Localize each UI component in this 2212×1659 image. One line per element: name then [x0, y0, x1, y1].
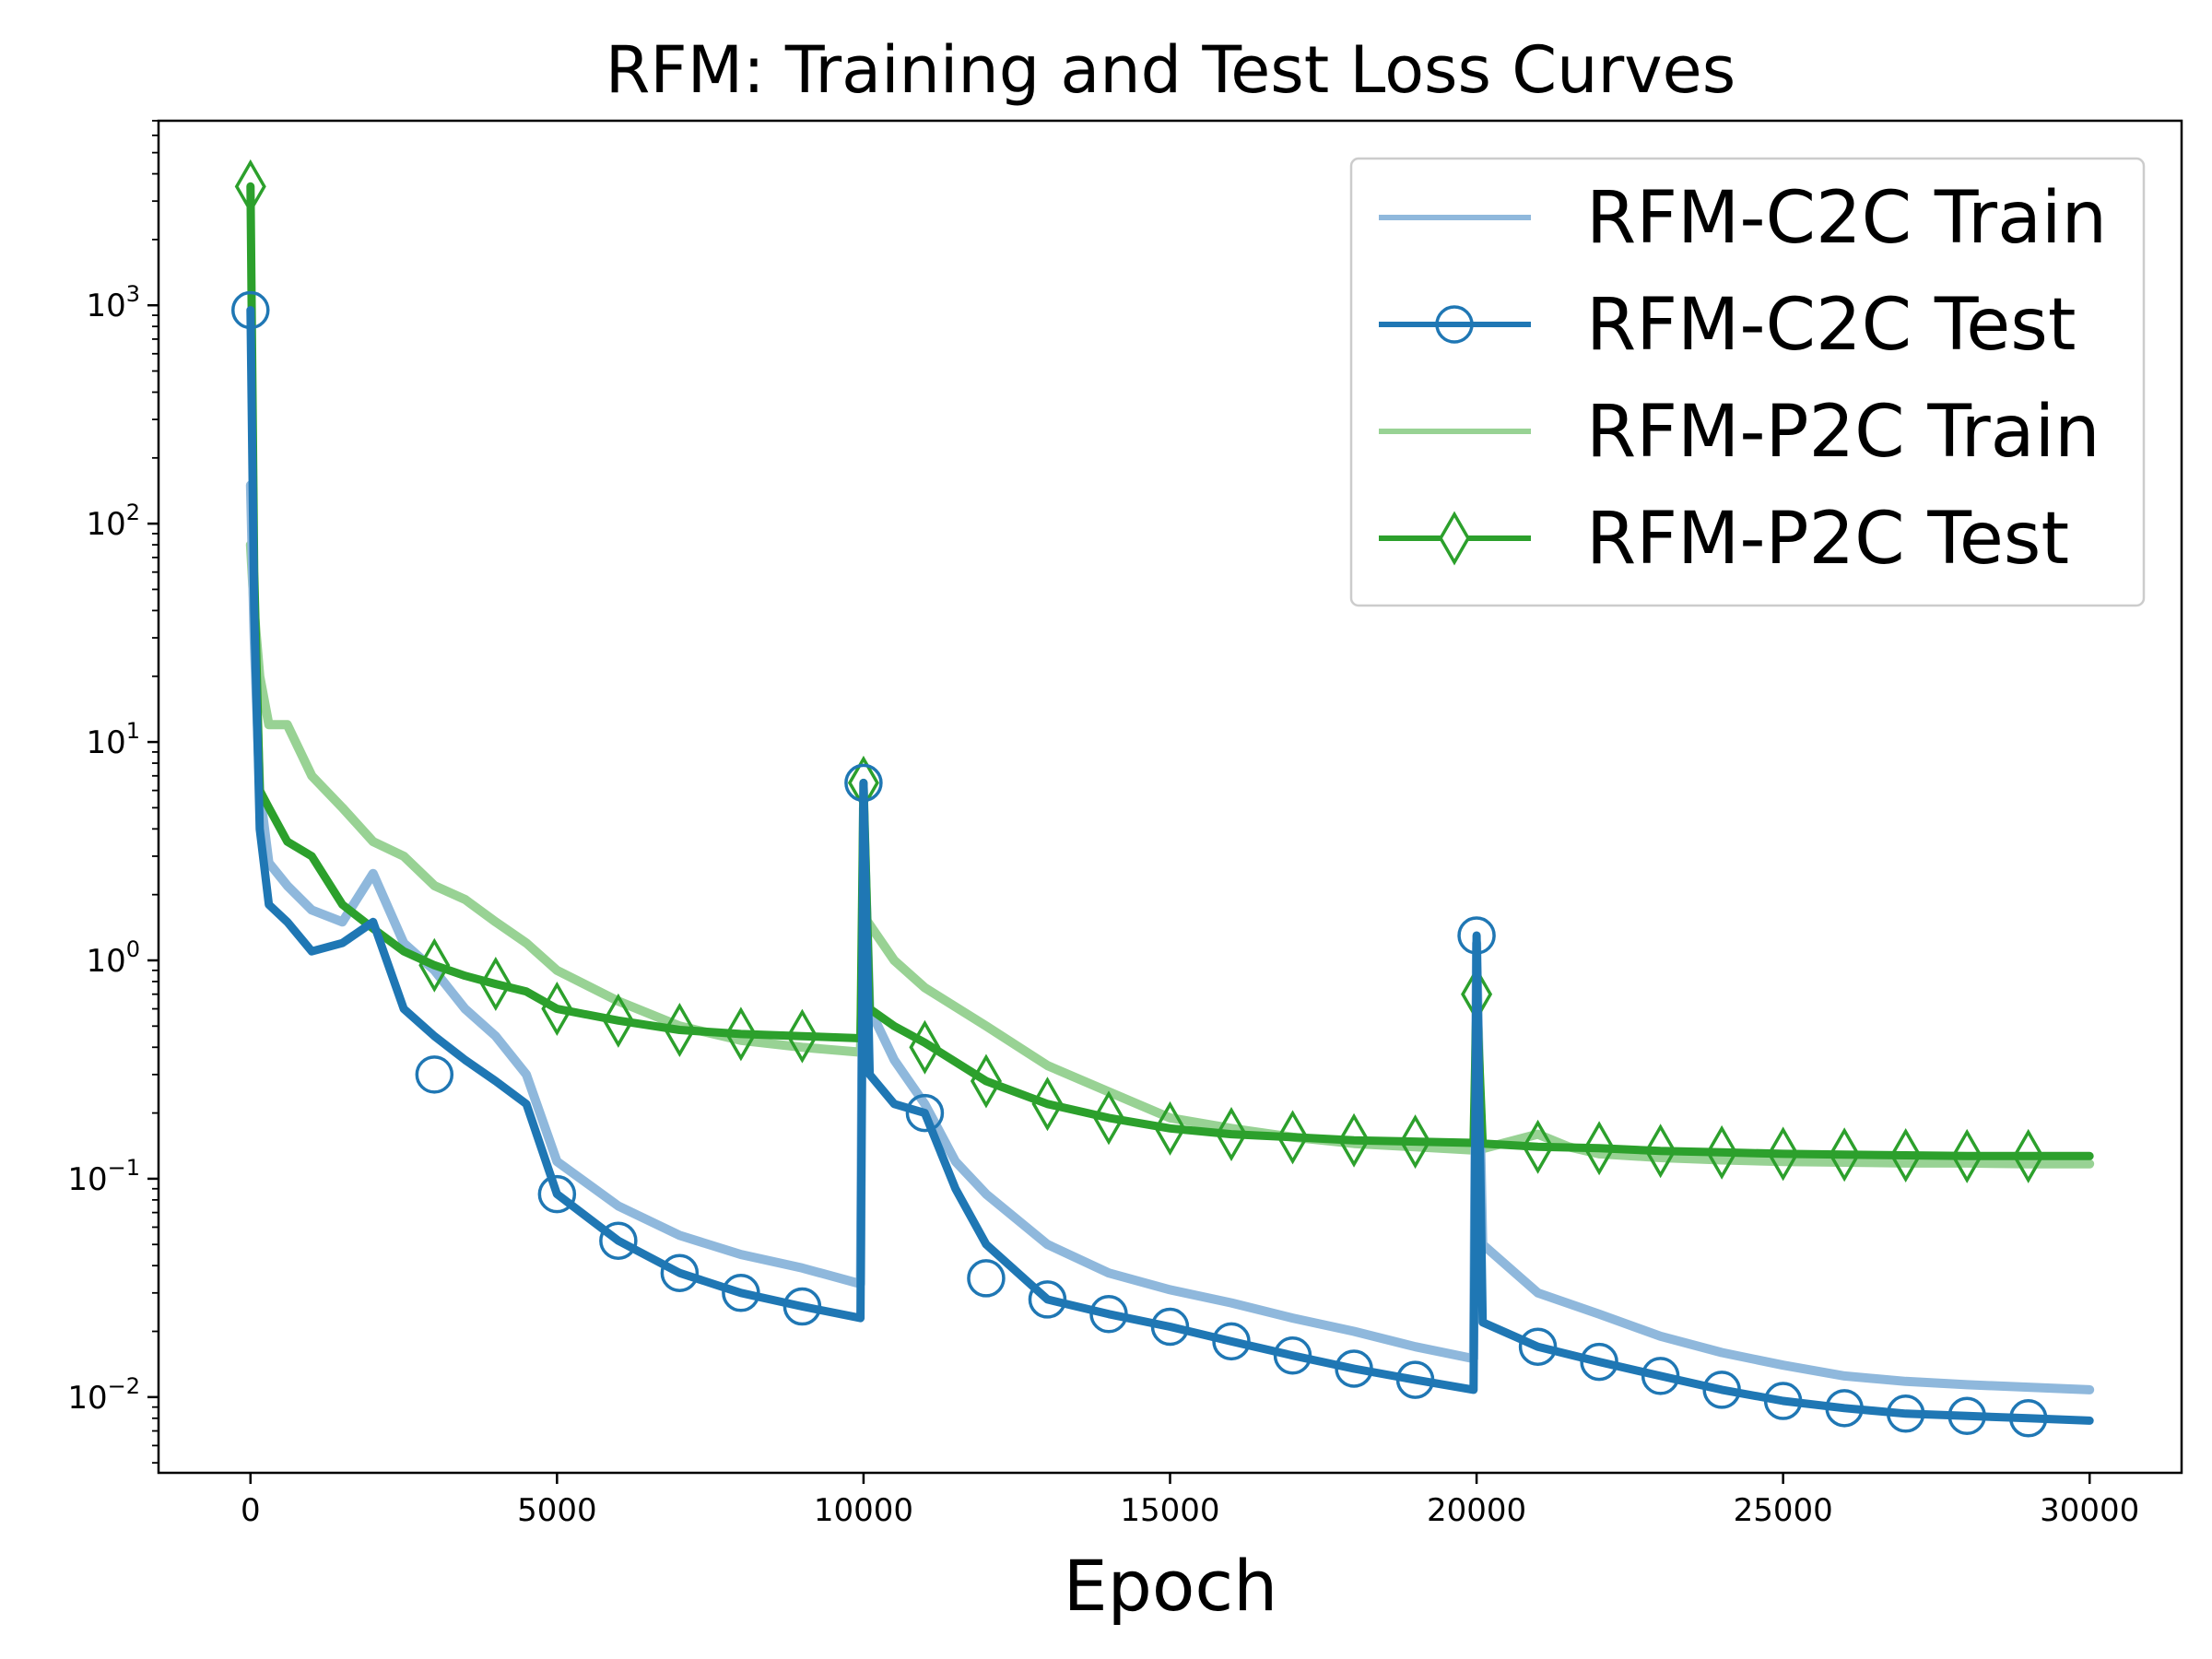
x-axis-label: Epoch [1064, 1545, 1278, 1627]
rfm-c2c-test-marker [1886, 1394, 1925, 1433]
rfm-c2c-test-marker [1518, 1327, 1558, 1366]
rfm-c2c-test-legend-marker [1435, 305, 1474, 344]
rfm-p2c-test-marker [1154, 1100, 1186, 1156]
rfm-c2c-test-marker [415, 1055, 454, 1094]
rfm-p2c-test-marker [1092, 1090, 1125, 1146]
x-tick-label: 15000 [1120, 1492, 1219, 1529]
rfm-p2c-test-marker [664, 1003, 696, 1058]
rfm-p2c-test-marker [418, 937, 451, 993]
x-tick-label: 30000 [2040, 1492, 2139, 1529]
plot-area [231, 159, 2095, 1438]
rfm-c2c-test-line [246, 306, 2094, 1425]
rfm-p2c-test-marker [1951, 1128, 1983, 1183]
rfm-p2c-test-marker [1583, 1121, 1616, 1176]
rfm-p2c-test-marker [1215, 1107, 1248, 1162]
rfm-p2c-test-marker [1399, 1114, 1431, 1170]
rfm-p2c-test-marker [1277, 1110, 1309, 1165]
rfm-p2c-test-marker [724, 1006, 757, 1062]
legend: RFM-C2C Train RFM-C2C Test RFM-P2C Train RF… [1349, 157, 2146, 607]
rfm-p2c-test-marker [1889, 1128, 1922, 1183]
rfm-c2c-test-marker [1089, 1295, 1128, 1334]
chart-title: RFM: Training and Test Loss Curves [606, 32, 1735, 108]
rfm-p2c-test-marker [970, 1053, 1002, 1109]
rfm-p2c-test-marker [786, 1008, 818, 1064]
rfm-c2c-test-marker [905, 1093, 945, 1133]
rfm-c2c-test-marker [1273, 1335, 1312, 1375]
rfm-p2c-test-marker [2012, 1128, 2044, 1183]
rfm-p2c-test-marker [1522, 1119, 1554, 1174]
rfm-c2c-test-marker [1395, 1360, 1435, 1399]
rfm-c2c-test-marker [1641, 1357, 1680, 1395]
rfm-p2c-test-marker [1338, 1112, 1371, 1168]
rfm-c2c-test-legend-label: RFM-C2C Test [1586, 284, 2076, 367]
rfm-c2c-test-marker [722, 1274, 760, 1312]
rfm-p2c-test-marker [909, 1019, 941, 1075]
rfm-c2c-test-marker [1457, 916, 1496, 955]
rfm-c2c-test-marker [1947, 1396, 1986, 1436]
rfm-c2c-train-line [245, 480, 2095, 1394]
rfm-c2c-train-legend-label: RFM-C2C Train [1586, 177, 2107, 260]
rfm-p2c-test-marker [234, 159, 266, 214]
rfm-c2c-test-marker [1580, 1342, 1618, 1382]
x-tick-label: 5000 [517, 1492, 597, 1529]
rfm-c2c-test-marker [1212, 1322, 1251, 1361]
x-tick-label: 0 [241, 1492, 261, 1529]
rfm-p2c-train-legend-label: RFM-P2C Train [1586, 391, 2100, 474]
x-tick-label: 25000 [1734, 1492, 1833, 1529]
rfm-c2c-test-marker [1825, 1389, 1864, 1428]
rfm-c2c-test-marker [231, 290, 270, 330]
rfm-c2c-test-marker [2008, 1399, 2048, 1438]
rfm-p2c-test-marker [1767, 1126, 1799, 1182]
rfm-p2c-test-marker [541, 982, 573, 1037]
rfm-c2c-test-marker [1150, 1307, 1190, 1347]
rfm-p2c-test-marker [602, 993, 634, 1048]
rfm-c2c-test-marker [660, 1253, 700, 1292]
rfm-c2c-test-marker [537, 1174, 577, 1214]
rfm-c2c-test-marker [1763, 1382, 1803, 1420]
legend-box [1349, 157, 2146, 607]
rfm-p2c-test-marker [1706, 1124, 1738, 1180]
rfm-c2c-test-marker [844, 763, 883, 803]
rfm-p2c-test-legend-marker [1438, 511, 1471, 566]
rfm-c2c-test-marker [1702, 1371, 1741, 1409]
rfm-p2c-test-marker [1031, 1077, 1064, 1132]
rfm-c2c-test-marker [782, 1287, 822, 1326]
y-tick-label: 101 [86, 718, 140, 761]
rfm-c2c-test-marker [1028, 1280, 1067, 1319]
rfm-c2c-test-marker [967, 1259, 1006, 1298]
rfm-p2c-test-legend-label: RFM-P2C Test [1586, 498, 2069, 581]
rfm-c2c-test-marker [1335, 1349, 1373, 1388]
x-tick-label: 10000 [814, 1492, 913, 1529]
x-axis: 0 5000 10000 15000 20000 25000 30000 [241, 1473, 2139, 1529]
rfm-c2c-test-marker [599, 1221, 638, 1260]
rfm-p2c-test-marker [1829, 1127, 1861, 1182]
x-tick-label: 20000 [1427, 1492, 1526, 1529]
rfm-p2c-test-marker [479, 957, 512, 1012]
rfm-p2c-test-marker [1644, 1124, 1677, 1179]
